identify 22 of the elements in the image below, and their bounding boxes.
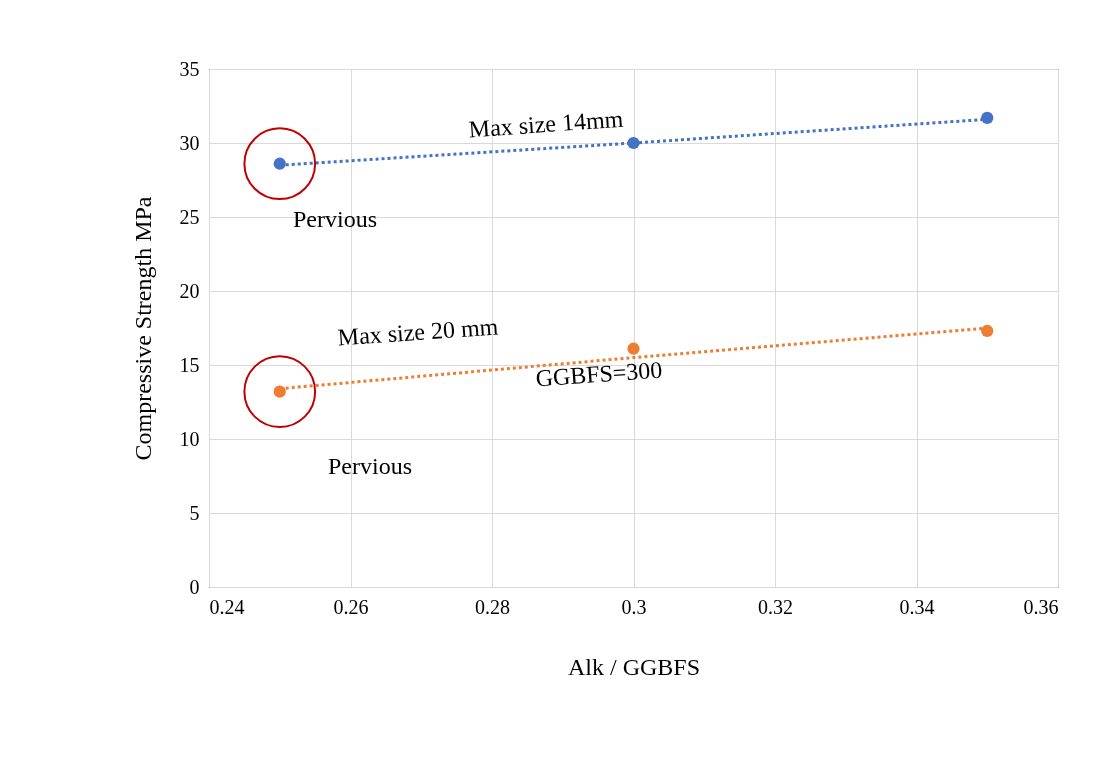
y-tick-label: 25 [179,205,200,228]
annotation: Max size 20 mm [336,313,500,351]
y-tick-label: 15 [179,353,200,376]
x-tick-label: 0.32 [758,595,793,618]
x-tick-label: 0.3 [621,595,647,618]
y-tick-label: 20 [179,279,200,302]
annotation: Pervious [328,453,412,479]
x-tick-label: 0.34 [899,595,935,618]
annotation: Max size 14mm [467,105,625,143]
y-tick-label: 5 [189,501,200,524]
y-tick-label: 30 [179,131,200,154]
y-tick-label: 35 [179,57,200,80]
x-tick-label: 0.26 [333,595,369,618]
x-axis-title: Alk / GGBFS [567,653,701,680]
x-tick-label: 0.28 [475,595,510,618]
y-axis-title: Compressive Strength MPa [129,196,156,461]
x-tick-label: 0.36 [1023,595,1059,618]
annotation: GGBFS=300 [534,356,664,392]
x-tick-label: 0.24 [209,595,245,618]
annotation: Pervious [293,206,377,232]
y-tick-label: 10 [179,427,200,450]
y-tick-label: 0 [189,575,200,598]
